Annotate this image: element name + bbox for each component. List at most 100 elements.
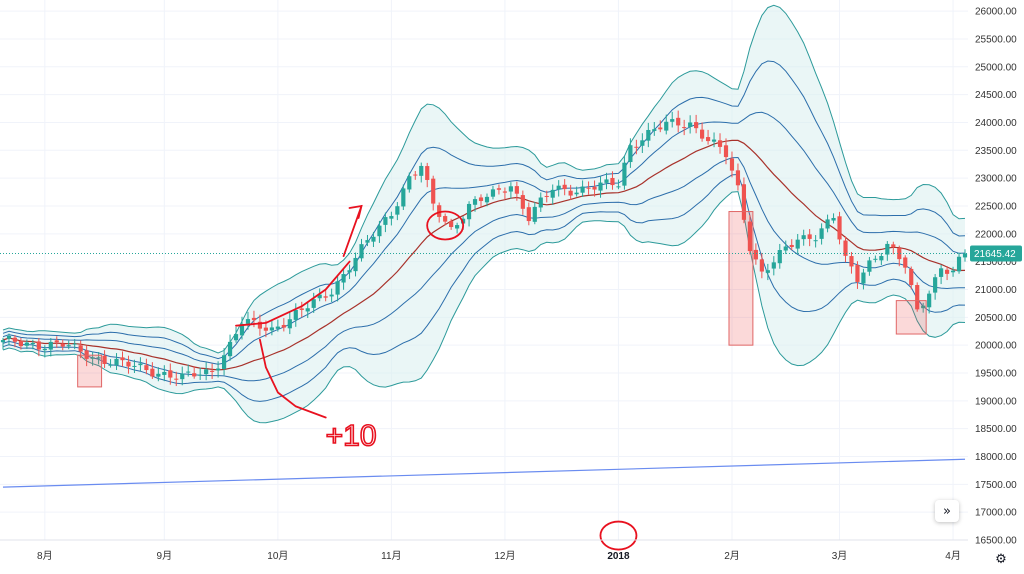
price-axis[interactable]: 16500.00 17000.00 17500.00 18000.00 18500.00…: [0, 7, 1022, 547]
candle: [861, 268, 866, 290]
candle: [257, 314, 263, 336]
chart-settings-button[interactable]: ⚙: [992, 550, 1010, 568]
candle: [921, 302, 926, 313]
candle: [670, 111, 675, 128]
candle-body: [783, 246, 788, 251]
candle: [508, 182, 513, 199]
candle-body: [204, 369, 209, 375]
candle: [944, 266, 950, 281]
candle: [12, 335, 18, 348]
candle-body: [490, 189, 496, 197]
candle: [329, 288, 334, 302]
candle-body: [0, 340, 6, 343]
candle: [729, 151, 735, 178]
candle: [867, 256, 872, 276]
candle: [765, 263, 770, 281]
candle: [287, 312, 292, 335]
candle-body: [962, 253, 968, 258]
candle-body: [813, 240, 818, 242]
x-tick-label: 4月: [945, 550, 961, 562]
candle-body: [550, 189, 555, 198]
candle-body: [413, 174, 418, 176]
candle: [496, 184, 502, 195]
x-tick-label: 2月: [724, 550, 740, 562]
y-tick-label: 25000.00: [975, 62, 1017, 73]
circle-annotation: [599, 520, 638, 551]
candle: [688, 115, 693, 134]
candle: [102, 350, 107, 368]
candle-body: [640, 140, 645, 146]
candle: [36, 337, 41, 357]
candle: [90, 352, 95, 366]
candle: [341, 268, 346, 290]
y-tick-label: 18500.00: [975, 424, 1017, 435]
trend-line-segment: [2, 458, 966, 488]
candle-body: [78, 345, 83, 352]
candle: [819, 223, 824, 245]
candle-body: [735, 170, 741, 186]
candle: [837, 211, 842, 245]
candle-body: [449, 221, 454, 227]
candle-body: [455, 225, 460, 229]
y-tick-label: 16500.00: [975, 536, 1017, 547]
candle-body: [508, 186, 513, 192]
candle-body: [664, 121, 669, 131]
candle-body: [939, 268, 944, 277]
y-tick-label: 19500.00: [975, 368, 1017, 379]
candle: [705, 129, 711, 145]
scroll-to-realtime-button[interactable]: »: [935, 500, 959, 522]
candle: [628, 138, 633, 168]
candle-body: [132, 365, 137, 367]
candle-body: [317, 294, 322, 299]
y-tick-label: 17000.00: [975, 508, 1017, 519]
candle: [640, 133, 645, 154]
candle-body: [580, 186, 585, 193]
candle: [759, 252, 764, 279]
candle: [425, 162, 430, 188]
candle: [520, 190, 525, 215]
time-axis[interactable]: 8月 9月 10月 11月 12月 2018 2月 3月 4月: [0, 539, 968, 562]
candle: [568, 184, 573, 201]
candle-body: [245, 319, 251, 324]
candle: [478, 194, 484, 207]
candle-body: [108, 364, 113, 366]
x-tick-label: 3月: [832, 550, 848, 562]
candle-body: [568, 190, 573, 196]
candle-body: [72, 343, 77, 345]
candle: [855, 261, 860, 289]
candle: [682, 119, 687, 136]
candle-body: [60, 343, 65, 347]
candle: [550, 184, 555, 205]
candle: [377, 220, 382, 243]
candle-body: [263, 327, 268, 331]
candle: [347, 264, 352, 280]
candle-body: [729, 158, 735, 171]
candle-body: [293, 309, 298, 320]
candle: [156, 367, 161, 382]
candle: [54, 336, 59, 348]
candle: [956, 252, 962, 274]
candle-body: [759, 259, 764, 272]
candle: [490, 185, 496, 200]
highlight-box: [77, 354, 103, 388]
candle: [897, 245, 902, 267]
candle: [30, 339, 35, 350]
candle: [616, 179, 621, 190]
candle-body: [502, 191, 508, 193]
candle-body: [526, 207, 531, 222]
band-fill: [3, 5, 965, 423]
candle-body: [616, 186, 621, 188]
candle: [60, 339, 65, 351]
gear-icon: ⚙: [995, 551, 1007, 567]
candle-body: [431, 178, 436, 204]
candle-body: [239, 323, 245, 336]
candle-body: [126, 361, 131, 367]
candle-body: [102, 355, 107, 365]
band-upper-1: [2, 111, 966, 365]
band-lower-2: [2, 173, 966, 402]
y-tick-label: 17500.00: [975, 480, 1017, 491]
candle: [502, 187, 508, 199]
candle-body: [251, 317, 257, 321]
candle-body: [646, 129, 651, 141]
